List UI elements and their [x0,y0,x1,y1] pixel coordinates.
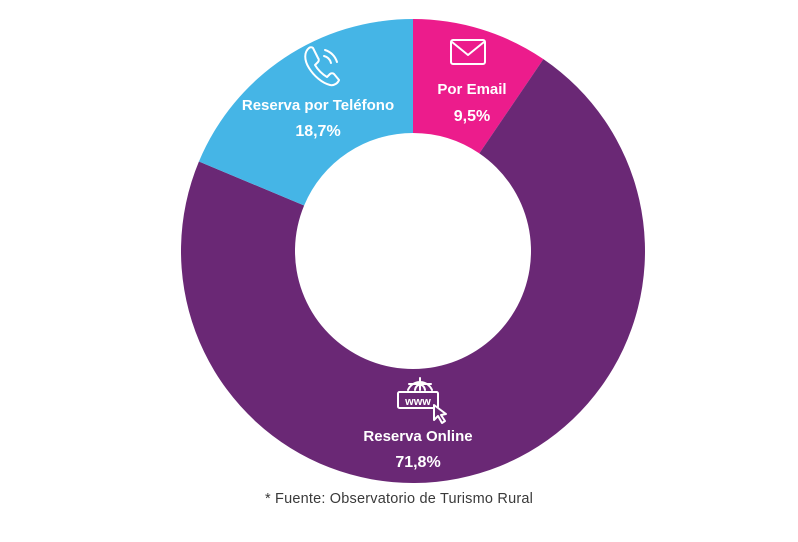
slice-label-reserva-online: Reserva Online [363,428,472,445]
slice-label-reserva-por-telefono: Reserva por Teléfono [242,97,394,114]
slice-label-por-email: Por Email [437,81,506,98]
slice-value-reserva-online: 71,8% [395,454,440,471]
slice-value-por-email: 9,5% [454,108,490,125]
svg-text:www: www [404,396,431,408]
slice-value-reserva-por-telefono: 18,7% [295,123,340,140]
source-note: * Fuente: Observatorio de Turismo Rural [0,491,798,507]
